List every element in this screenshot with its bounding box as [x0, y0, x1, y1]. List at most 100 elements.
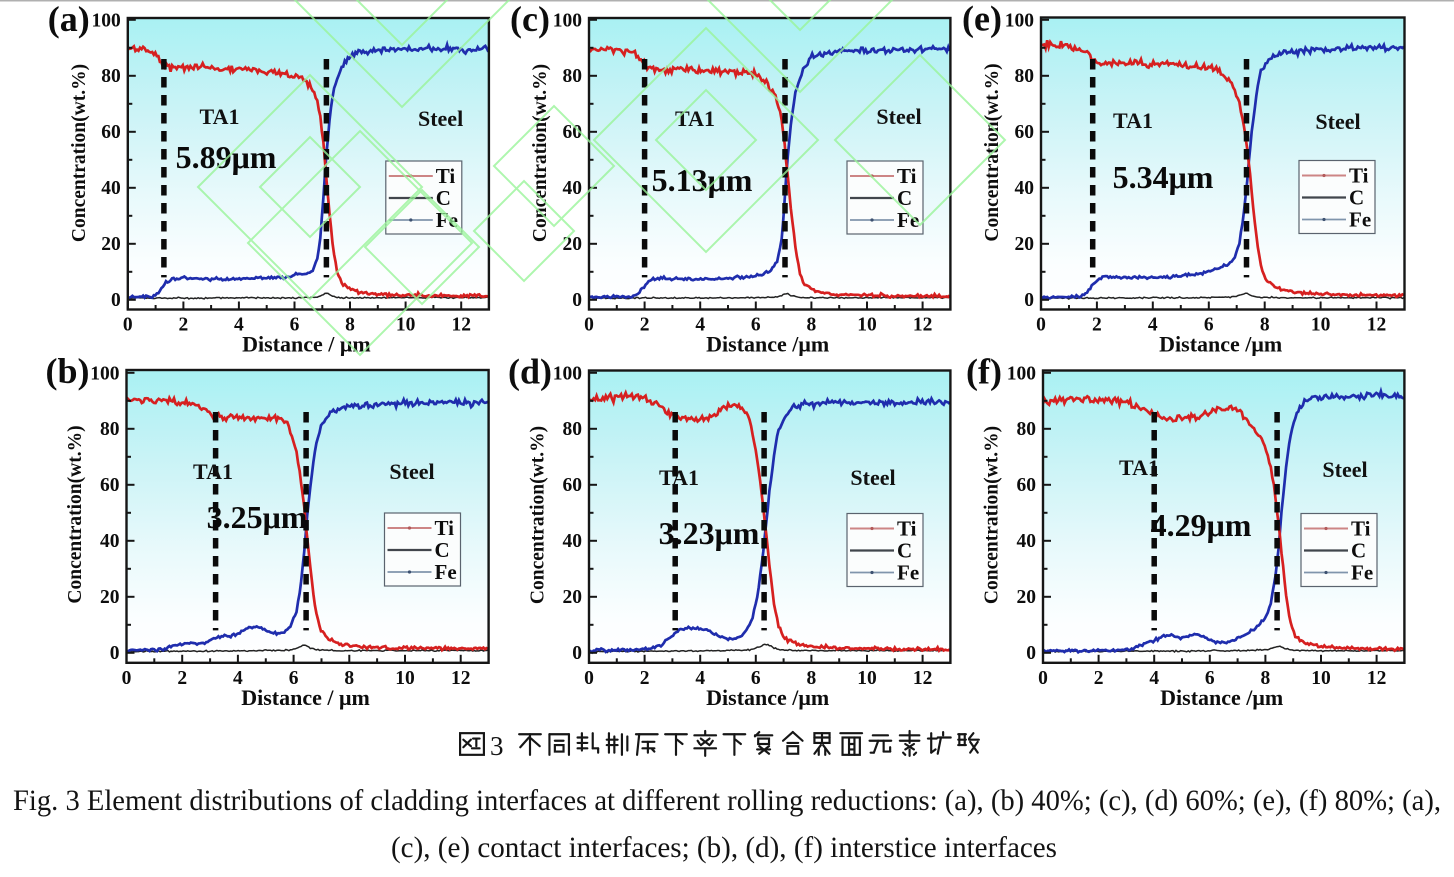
svg-text:40: 40 [563, 178, 583, 199]
svg-text:12: 12 [913, 315, 933, 336]
svg-text:Fe: Fe [897, 561, 919, 585]
svg-text:TA1: TA1 [675, 106, 715, 131]
svg-text:40: 40 [101, 178, 121, 199]
svg-text:8: 8 [807, 668, 817, 689]
svg-text:2: 2 [640, 315, 650, 336]
svg-text:2: 2 [179, 315, 189, 336]
svg-text:8: 8 [344, 668, 354, 689]
svg-text:(c): (c) [510, 0, 550, 39]
svg-text:3.23μm: 3.23μm [659, 515, 760, 551]
svg-text:C: C [1349, 186, 1364, 210]
svg-text:Fe: Fe [897, 208, 919, 232]
svg-text:0: 0 [123, 315, 133, 336]
svg-text:2: 2 [640, 668, 650, 689]
svg-text:Distance / μm: Distance / μm [242, 332, 371, 357]
svg-text:10: 10 [857, 668, 877, 689]
svg-text:60: 60 [563, 475, 583, 496]
svg-text:0: 0 [122, 668, 132, 689]
svg-text:12: 12 [913, 668, 933, 689]
svg-text:100: 100 [553, 10, 582, 31]
svg-text:C: C [1351, 539, 1366, 563]
svg-text:TA1: TA1 [200, 104, 240, 129]
svg-text:60: 60 [100, 475, 120, 496]
svg-text:Steel: Steel [850, 465, 895, 490]
svg-text:4.29μm: 4.29μm [1151, 507, 1252, 543]
svg-text:20: 20 [100, 587, 120, 608]
svg-text:40: 40 [563, 531, 583, 552]
svg-text:6: 6 [751, 668, 761, 689]
svg-text:Concentration(wt.%): Concentration(wt.%) [982, 426, 1003, 604]
svg-text:(c), (e) contact interfaces; (: (c), (e) contact interfaces; (b), (d), (… [391, 831, 1057, 864]
svg-text:Distance /μm: Distance /μm [706, 332, 829, 357]
svg-text:4: 4 [233, 668, 243, 689]
svg-text:Steel: Steel [418, 106, 463, 131]
svg-text:Fe: Fe [1351, 561, 1373, 585]
svg-text:C: C [897, 539, 912, 563]
svg-text:6: 6 [1205, 668, 1215, 689]
svg-text:0: 0 [572, 290, 582, 311]
svg-text:4: 4 [1149, 668, 1159, 689]
svg-text:0: 0 [584, 668, 594, 689]
svg-text:10: 10 [857, 315, 877, 336]
svg-text:60: 60 [101, 122, 121, 143]
svg-text:2: 2 [1094, 668, 1104, 689]
svg-text:80: 80 [100, 419, 120, 440]
svg-text:4: 4 [1148, 315, 1158, 336]
svg-text:Steel: Steel [1322, 457, 1367, 482]
svg-text:20: 20 [101, 234, 121, 255]
svg-text:Fe: Fe [435, 560, 457, 584]
svg-text:6: 6 [1204, 315, 1214, 336]
svg-text:6: 6 [289, 668, 299, 689]
svg-text:0: 0 [1036, 315, 1046, 336]
svg-text:5.89μm: 5.89μm [176, 139, 277, 175]
svg-text:0: 0 [1038, 668, 1048, 689]
svg-text:6: 6 [751, 315, 761, 336]
svg-text:40: 40 [1017, 531, 1037, 552]
svg-text:12: 12 [1367, 668, 1387, 689]
svg-text:Ti: Ti [435, 516, 455, 540]
svg-text:TA1: TA1 [1119, 455, 1159, 480]
svg-text:80: 80 [563, 419, 583, 440]
svg-text:60: 60 [1017, 475, 1037, 496]
svg-text:0: 0 [1026, 643, 1036, 664]
svg-text:12: 12 [451, 668, 471, 689]
svg-text:Distance /μm: Distance /μm [1159, 332, 1282, 357]
svg-text:0: 0 [572, 643, 582, 664]
svg-text:4: 4 [695, 668, 705, 689]
svg-text:4: 4 [234, 315, 244, 336]
svg-text:8: 8 [345, 315, 355, 336]
svg-text:Ti: Ti [897, 164, 917, 188]
svg-text:Ti: Ti [1349, 164, 1369, 188]
svg-text:10: 10 [395, 668, 415, 689]
svg-text:8: 8 [807, 315, 817, 336]
svg-text:3: 3 [490, 731, 504, 761]
svg-text:0: 0 [584, 315, 594, 336]
svg-text:20: 20 [1015, 234, 1035, 255]
svg-text:80: 80 [563, 66, 583, 87]
svg-text:60: 60 [1015, 122, 1035, 143]
svg-text:10: 10 [1311, 668, 1331, 689]
svg-text:5.34μm: 5.34μm [1113, 159, 1214, 195]
svg-text:80: 80 [1015, 66, 1035, 87]
svg-text:100: 100 [553, 363, 582, 384]
svg-text:C: C [436, 186, 451, 210]
svg-text:20: 20 [1017, 587, 1037, 608]
svg-text:TA1: TA1 [659, 465, 699, 490]
svg-text:Concentration(wt.%): Concentration(wt.%) [530, 64, 551, 242]
svg-text:12: 12 [1367, 315, 1387, 336]
svg-text:Ti: Ti [897, 517, 917, 541]
svg-text:0: 0 [111, 290, 121, 311]
svg-text:4: 4 [695, 315, 705, 336]
svg-text:20: 20 [563, 587, 583, 608]
svg-text:8: 8 [1260, 315, 1270, 336]
svg-text:Fe: Fe [1349, 208, 1371, 232]
svg-text:Ti: Ti [1351, 517, 1371, 541]
svg-text:(a): (a) [48, 0, 90, 39]
svg-text:C: C [435, 538, 450, 562]
svg-text:40: 40 [100, 531, 120, 552]
svg-text:100: 100 [1007, 363, 1036, 384]
svg-text:40: 40 [1015, 178, 1035, 199]
svg-text:12: 12 [451, 315, 471, 336]
svg-text:10: 10 [1311, 315, 1331, 336]
svg-text:TA1: TA1 [1113, 108, 1153, 133]
